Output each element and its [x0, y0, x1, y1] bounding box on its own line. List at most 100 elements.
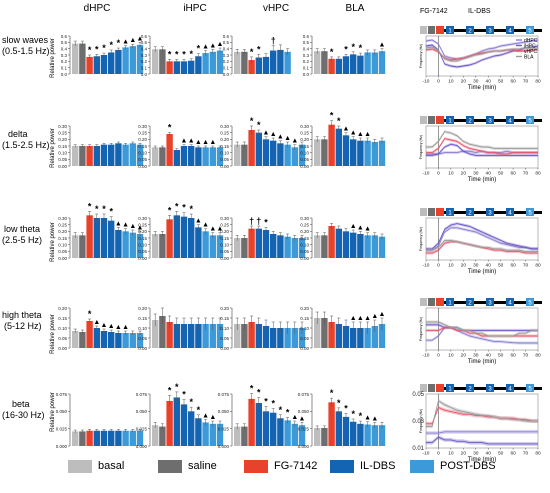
significance-mark: * — [102, 43, 106, 53]
x-tick-label: 80 — [535, 451, 541, 457]
timeline-box — [486, 298, 494, 306]
bar — [270, 412, 277, 446]
bar — [270, 234, 277, 258]
y-tick-label: 0.0 — [303, 72, 310, 77]
bar — [371, 425, 378, 446]
y-tick-label: 0.20 — [300, 229, 309, 234]
bar — [248, 60, 255, 74]
x-tick-label: 20 — [461, 353, 467, 359]
timeline-box-label: 1 — [448, 28, 452, 34]
x-tick-label: 70 — [523, 171, 529, 177]
significance-mark: * — [168, 205, 172, 215]
bar — [100, 144, 108, 166]
timeline-box — [506, 384, 514, 392]
y-tick-label: 0.00 — [300, 256, 309, 261]
y-tick-label: 0.000 — [56, 444, 68, 449]
significance-mark: * — [344, 44, 348, 54]
significance-mark: ▲ — [291, 138, 298, 145]
significance-mark: ▲ — [108, 323, 115, 330]
y-tick-label: 0.30 — [58, 124, 67, 129]
x-tick-label: 80 — [535, 353, 541, 359]
row-label-high-theta: high theta — [2, 310, 42, 320]
x-tick-label: 0 — [437, 79, 440, 85]
y-tick-label: 0.00 — [220, 346, 229, 351]
bar — [262, 411, 270, 446]
timeline-box-label: 5 — [528, 118, 532, 124]
timeline-box-label: 4 — [508, 300, 512, 306]
bar — [180, 404, 188, 446]
bar-panel-ihpc-0: 0.00.10.20.30.40.50.6* * * ** ▲ ▲ ▲ — [141, 34, 224, 77]
significance-mark: ▲ — [137, 35, 144, 42]
significance-mark: ▲ — [350, 223, 357, 230]
bar — [298, 238, 306, 258]
bar — [79, 235, 86, 258]
y-tick-label: 0.20 — [300, 306, 309, 311]
bar — [136, 44, 144, 74]
y-tick-label: 0.01 — [412, 446, 424, 452]
bar — [262, 139, 270, 166]
x-tick-label: 0 — [437, 263, 440, 269]
significance-mark: ▲ — [115, 324, 122, 331]
y-tick-label: 0.075 — [56, 392, 68, 397]
bar — [335, 411, 342, 446]
bar-panel-dhpc-2: 0.000.050.100.150.200.250.30* * * *▲ ▲ ▲ ▲ — [58, 201, 143, 260]
bar — [328, 322, 335, 348]
bar — [314, 427, 321, 446]
significance-mark: ▲ — [202, 44, 209, 51]
x-tick-label: 50 — [498, 79, 504, 85]
x-tick-label: 10 — [448, 171, 454, 177]
x-tick-label: 50 — [498, 451, 504, 457]
bar — [79, 431, 86, 446]
significance-mark: * — [175, 49, 179, 59]
bar — [122, 430, 129, 446]
bar — [291, 238, 298, 258]
significance-mark: * — [250, 47, 254, 57]
column-header-ihpc: iHPC — [183, 3, 206, 14]
significance-mark: * — [250, 116, 254, 126]
bar — [93, 328, 100, 348]
bar — [314, 139, 321, 166]
bar-panel-bla-0: 0.00.10.20.30.40.50.6* * * * ▲ — [303, 34, 386, 77]
x-tick-label: 80 — [535, 263, 541, 269]
timeline-box-label: 4 — [508, 386, 512, 392]
y-tick-label: 0.25 — [58, 130, 67, 135]
significance-mark: * — [337, 398, 341, 408]
x-tick-label: 10 — [448, 263, 454, 269]
bar — [234, 144, 241, 166]
bar — [277, 143, 284, 166]
timeline-box — [446, 208, 454, 216]
series-line-bla — [426, 321, 538, 337]
ylabel-row-2: Relative power — [50, 222, 56, 262]
bar — [86, 430, 93, 446]
significance-mark: ▲ — [209, 414, 216, 421]
bar — [129, 232, 136, 258]
timeline-box — [466, 384, 474, 392]
significance-mark: * — [330, 47, 334, 57]
timeline-title-ildbs: IL-DBS — [468, 8, 491, 15]
x-tick-label: 60 — [510, 79, 516, 85]
bar — [188, 218, 195, 258]
significance-mark: * — [175, 201, 179, 211]
x-tick-label: -10 — [423, 171, 430, 177]
bar — [371, 142, 378, 166]
bar — [364, 235, 371, 258]
series-line-bla — [426, 239, 538, 253]
x-tick-label: 30 — [473, 171, 479, 177]
series-line-vhpc — [426, 138, 538, 155]
bar — [136, 430, 144, 446]
y-tick-label: 0.20 — [220, 229, 229, 234]
y-tick-label: 0.25 — [138, 130, 147, 135]
timeline-box — [506, 116, 514, 124]
bar — [255, 132, 262, 166]
bar — [100, 331, 108, 348]
bar — [378, 140, 386, 166]
timeline-box-label: 5 — [528, 386, 532, 392]
bar — [216, 147, 224, 166]
series-line-dhpc — [425, 39, 539, 60]
bar — [72, 431, 79, 446]
timeline-box — [486, 208, 494, 216]
timeline-legend-label: iHPC — [524, 43, 536, 49]
y-tick-label: 0.10 — [220, 326, 229, 331]
significance-mark: ▲ — [371, 415, 378, 422]
